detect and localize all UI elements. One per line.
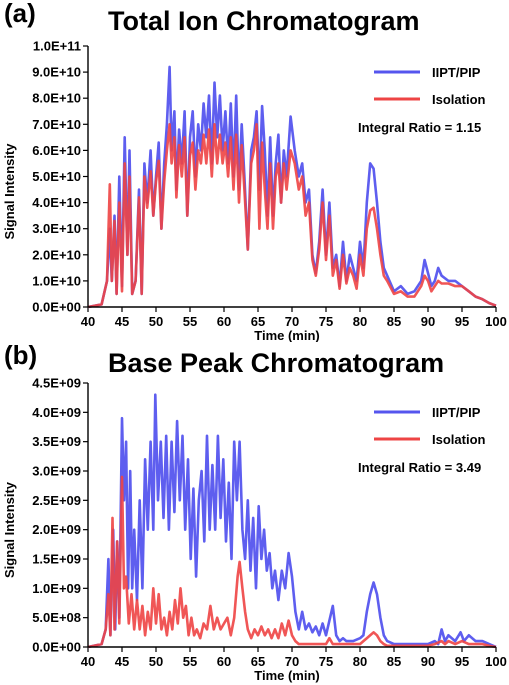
y-tick-label: 4.0E+10	[32, 195, 81, 210]
series-line-iipt-pip	[87, 393, 497, 649]
x-axis-label: Time (min)	[254, 668, 320, 683]
y-axis-label: Signal Intensity	[2, 143, 17, 240]
panel-label: (b)	[4, 340, 38, 370]
x-tick-label: 95	[455, 654, 469, 669]
y-tick-label: 8.0E+10	[32, 91, 81, 106]
y-axis-label: Signal Intensity	[2, 481, 17, 578]
y-tick-label: 3.0E+09	[32, 464, 81, 479]
x-tick-label: 50	[149, 314, 163, 329]
y-tick-label: 3.5E+09	[32, 434, 81, 449]
x-tick-label: 85	[387, 654, 401, 669]
y-tick-label: 2.0E+09	[32, 522, 81, 537]
legend-label: Isolation	[432, 432, 486, 447]
x-tick-label: 65	[251, 314, 265, 329]
x-tick-label: 90	[421, 314, 435, 329]
y-tick-label: 0.0E+00	[32, 300, 81, 315]
x-tick-label: 70	[285, 654, 299, 669]
legend-label: IIPT/PIP	[432, 65, 481, 80]
x-tick-label: 85	[387, 314, 401, 329]
y-tick-label: 2.0E+10	[32, 247, 81, 262]
chart-title: Base Peak Chromatogram	[108, 348, 445, 378]
x-tick-label: 100	[485, 314, 507, 329]
panel-label: (a)	[4, 0, 36, 28]
y-tick-label: 1.0E+11	[33, 39, 81, 54]
y-tick-label: 1.0E+10	[32, 273, 81, 288]
x-axis-label: Time (min)	[254, 328, 320, 342]
y-tick-label: 1.5E+09	[32, 552, 81, 567]
y-tick-label: 1.0E+09	[32, 581, 81, 596]
series-line-isolation	[87, 475, 497, 649]
chart-title: Total Ion Chromatogram	[108, 6, 420, 36]
x-tick-label: 90	[421, 654, 435, 669]
legend-label: IIPT/PIP	[432, 405, 481, 420]
y-tick-label: 0.0E+00	[32, 640, 81, 655]
chart-panel-a: (a) Total Ion Chromatogram 0.0E+00 1.0E+1…	[0, 0, 509, 342]
x-tick-label: 55	[183, 314, 197, 329]
y-tick-label: 4.5E+09	[32, 376, 81, 391]
x-tick-label: 100	[485, 654, 507, 669]
x-tick-label: 95	[455, 314, 469, 329]
y-tick-label: 7.0E+10	[32, 117, 81, 132]
y-tick-label: 5.0E+10	[32, 169, 81, 184]
x-tick-label: 40	[81, 654, 95, 669]
series-line-isolation	[87, 123, 497, 309]
x-tick-label: 50	[149, 654, 163, 669]
chart-plot-b: 0.0E+00 5.0E+08 1.0E+09 1.5E+09 2.0E+09 2.5E+…	[2, 376, 507, 684]
y-tick-label: 2.5E+09	[32, 493, 81, 508]
integral-ratio-annotation: Integral Ratio = 3.49	[358, 460, 481, 475]
x-tick-label: 70	[285, 314, 299, 329]
x-tick-label: 65	[251, 654, 265, 669]
x-tick-label: 60	[217, 654, 231, 669]
x-tick-label: 45	[115, 314, 129, 329]
x-tick-label: 75	[319, 654, 333, 669]
y-tick-label: 9.0E+10	[32, 65, 81, 80]
integral-ratio-annotation: Integral Ratio = 1.15	[358, 120, 481, 135]
y-tick-label: 4.0E+09	[32, 405, 81, 420]
y-tick-label: 5.0E+08	[32, 610, 81, 625]
x-tick-label: 40	[81, 314, 95, 329]
chart-plot-a: 0.0E+00 1.0E+10 2.0E+10 3.0E+10 4.0E+10 5.0E+…	[2, 39, 507, 343]
chart-panel-b: (b) Base Peak Chromatogram 0.0E+00 5.0E+0…	[0, 340, 509, 685]
x-tick-label: 45	[115, 654, 129, 669]
legend-label: Isolation	[432, 92, 486, 107]
x-tick-label: 80	[353, 314, 367, 329]
y-tick-label: 3.0E+10	[32, 221, 81, 236]
x-tick-label: 75	[319, 314, 333, 329]
y-tick-label: 6.0E+10	[32, 143, 81, 158]
x-tick-label: 55	[183, 654, 197, 669]
x-tick-label: 80	[353, 654, 367, 669]
x-tick-label: 60	[217, 314, 231, 329]
